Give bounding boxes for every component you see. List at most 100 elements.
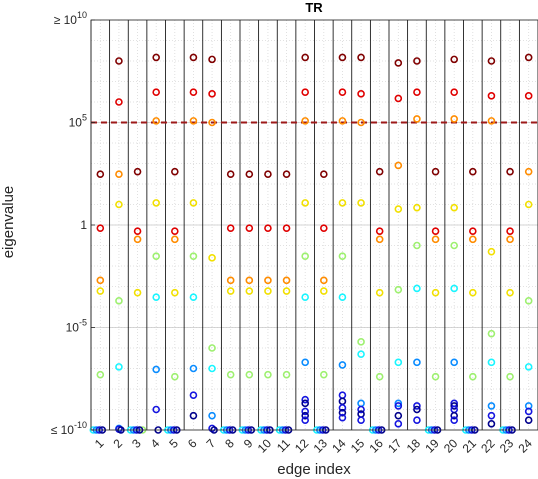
eigenvalue-point (189, 252, 198, 261)
eigenvalue-point (208, 118, 216, 127)
eigenvalue-point (394, 94, 403, 103)
eigenvalue-point (301, 252, 309, 261)
eigenvalue-point (506, 372, 514, 381)
eigenvalue-point (189, 199, 198, 207)
eigenvalue-point (394, 161, 403, 170)
eigenvalue-point (506, 288, 514, 297)
eigenvalue-point (301, 117, 309, 125)
eigenvalue-point (394, 420, 403, 428)
eigenvalue-point (487, 358, 496, 367)
eigenvalue-point (208, 344, 216, 352)
eigenvalue-point (338, 53, 347, 62)
eigenvalue-point (189, 293, 198, 302)
eigenvalue-point (431, 167, 440, 176)
eigenvalue-point (264, 287, 272, 295)
eigenvalue-point (524, 416, 533, 425)
eigenvalue-point (208, 90, 216, 98)
eigenvalue-point (450, 416, 458, 425)
eigenvalue-point (171, 167, 179, 176)
eigenvalue-point (338, 413, 347, 422)
eigenvalue-point (338, 117, 347, 125)
eigenvalue-point (208, 254, 216, 262)
eigenvalue-point (301, 358, 309, 367)
eigenvalue-point (487, 117, 496, 125)
eigenvalue-point (431, 227, 440, 235)
eigenvalue-point (282, 276, 291, 285)
eigenvalue-point (450, 241, 458, 250)
eigenvalue-point (264, 276, 272, 285)
eigenvalue-point (450, 284, 458, 293)
eigenvalue-point (152, 199, 160, 207)
eigenvalue-point (413, 358, 421, 367)
eigenvalue-point (115, 57, 123, 65)
eigenvalue-point (208, 55, 216, 64)
eigenvalue-point (394, 205, 403, 213)
eigenvalue-point (208, 411, 216, 420)
eigenvalue-point (226, 370, 235, 379)
eigenvalue-point (469, 288, 477, 297)
eigenvalue-point (282, 224, 291, 232)
eigenvalue-point (245, 370, 254, 379)
eigenvalue-point (301, 399, 309, 408)
eigenvalue-point (115, 297, 123, 305)
eigenvalue-point (469, 235, 477, 244)
eigenvalue-point (413, 284, 421, 293)
eigenvalue-point (96, 170, 105, 179)
eigenvalue-point (450, 402, 458, 410)
eigenvalue-point (96, 370, 105, 379)
eigenvalue-point (338, 199, 347, 207)
eigenvalue-point (524, 363, 533, 371)
eigenvalue-point (375, 372, 384, 381)
eigenvalue-point (357, 199, 365, 207)
eigenvalue-point (282, 170, 291, 179)
eigenvalue-point (450, 411, 458, 420)
y-tick-label: 105 (69, 113, 87, 130)
eigenvalue-point (152, 53, 160, 62)
eigenvalue-point (431, 235, 440, 244)
eigenvalue-point (450, 88, 458, 97)
eigenvalue-point (338, 252, 347, 261)
eigenvalue-point (413, 241, 421, 250)
x-axis-title: edge index (277, 461, 351, 478)
eigenvalue-point (487, 329, 496, 338)
eigenvalue-point (357, 416, 365, 425)
eigenvalue-point (226, 276, 235, 285)
eigenvalue-point (413, 88, 421, 97)
eigenvalue-point (394, 399, 403, 408)
eigenvalue-point (301, 53, 309, 62)
eigenvalue-point (226, 224, 235, 232)
eigenvalue-point (394, 358, 403, 367)
eigenvalue-point (301, 411, 309, 420)
eigenvalue-point (506, 167, 514, 176)
eigenvalue-point (524, 167, 533, 176)
eigenvalue-point (394, 411, 403, 420)
eigenvalue-point (301, 407, 309, 416)
eigenvalue-point (524, 200, 533, 209)
eigenvalue-point (413, 402, 421, 410)
eigenvalue-point (320, 276, 328, 285)
eigenvalue-point (338, 361, 347, 369)
eigenvalue-point (282, 287, 291, 295)
eigenvalue-point (152, 88, 160, 97)
eigenvalue-point (487, 247, 496, 256)
eigenvalue-point (413, 405, 421, 414)
eigenvalue-point (171, 227, 179, 235)
eigenvalue-point (152, 293, 160, 302)
eigenvalue-point (245, 170, 254, 179)
eigenvalue-point (115, 98, 123, 106)
eigenvalue-point (357, 405, 365, 414)
eigenvalue-point (189, 53, 198, 62)
eigenvalue-point (320, 287, 328, 295)
eigenvalue-point (226, 287, 235, 295)
eigenvalue-point (115, 200, 123, 209)
y-tick-label: 10-5 (66, 318, 87, 335)
eigenvalue-point (189, 391, 198, 399)
y-tick-label: ≥ 1010 (54, 10, 87, 27)
eigenvalue-point (96, 224, 105, 232)
eigenvalue-point (506, 227, 514, 235)
eigenvalue-point (487, 420, 496, 428)
eigenvalue-point (133, 227, 142, 235)
eigenvalue-point (301, 199, 309, 207)
eigenvalue-point (189, 117, 198, 125)
eigenvalue-point (282, 370, 291, 379)
